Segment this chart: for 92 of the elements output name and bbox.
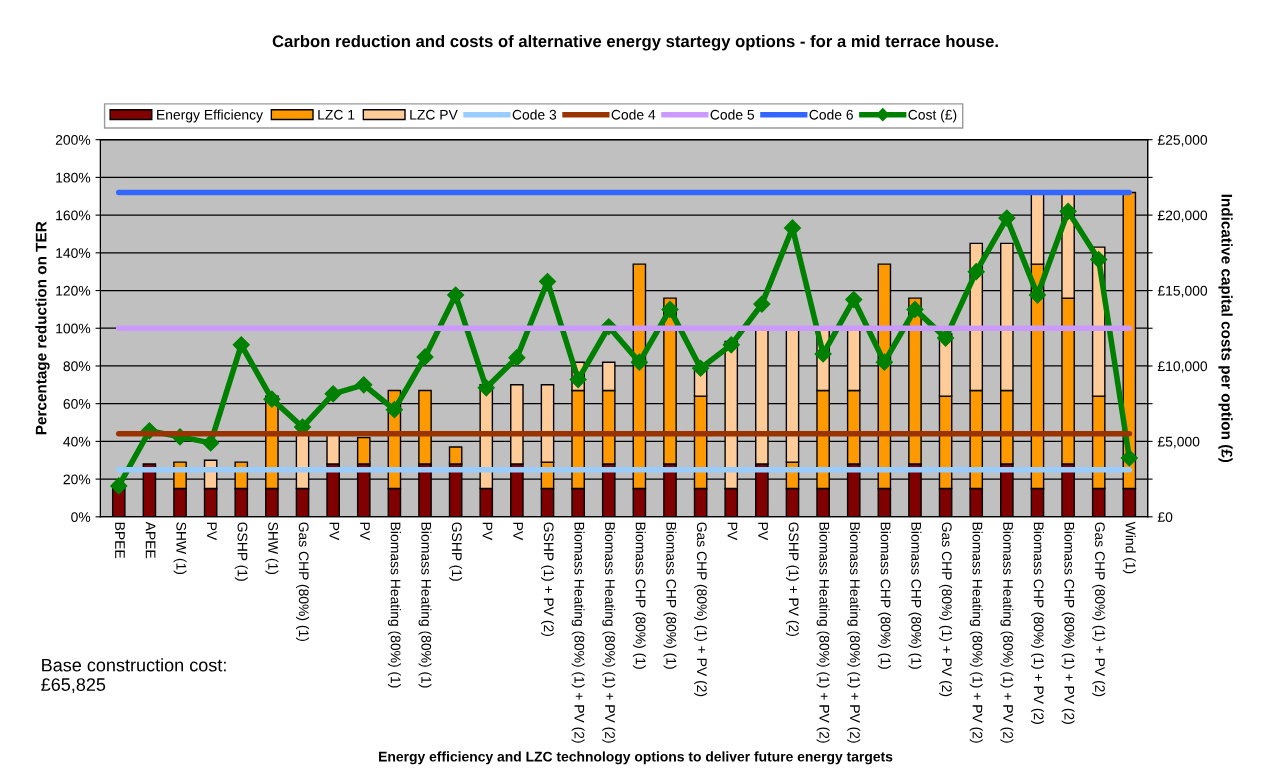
y-tick-label: 60% [63,399,91,409]
x-tick-label: Biomass Heating (80%) (1) + PV (2) [816,522,830,743]
x-tick-label: SHW (1) [173,522,187,575]
point [630,353,648,371]
x-tick-label: SHW (1) [265,522,279,575]
x-tick-label: Biomass Heating (80%) (1) + PV (2) [1000,522,1014,743]
point [692,359,710,377]
x-axis-title: Energy efficiency and LZC technology options to deliver future energy targets [379,751,893,765]
x-tick-label: Biomass Heating (80%) (1) + PV (2) [969,522,983,743]
point [967,263,985,281]
y-tick-label: 200% [55,135,91,145]
legend-label: Code 3 [512,109,557,120]
point [1059,202,1077,220]
point [661,300,679,318]
point [477,379,495,397]
x-tick-label: BPEE [115,522,125,559]
point [1090,251,1108,269]
y2-tick-label: £25,000 [1157,135,1208,147]
point [232,336,250,354]
point [385,401,403,419]
y-tick-label: 0% [71,512,91,522]
legend-label: Cost (£) [908,109,957,123]
y2-tick-label: £0 [1157,512,1173,522]
y-tick-label: 40% [63,436,91,447]
x-tick-label: Gas CHP (80%) (1) + PV (2) [694,522,708,697]
x-tick-label: GSHP (1) [449,522,463,581]
y-tick-label: 80% [63,361,91,372]
x-tick-label: PV [513,522,523,541]
x-tick-label: Biomass Heating (80%) (1) [387,522,401,688]
legend-label: Energy Efficiency [157,109,263,123]
point [202,434,220,452]
point [845,291,863,309]
point [998,209,1016,227]
legend-label: Code 4 [611,109,656,120]
point [416,348,434,366]
point [110,477,128,495]
point [753,295,771,313]
x-tick-label: PV [329,522,340,541]
x-tick-label: PV [727,522,738,541]
point [937,329,955,347]
point [569,370,587,389]
legend-label: Code 5 [710,109,755,120]
x-tick-label: Gas CHP (80%) (1) [296,522,309,641]
x-tick-label: Biomass Heating (80%) (1) + PV (2) [602,522,616,743]
y-tick-label: 120% [56,285,91,296]
point [355,376,373,394]
legend-label: LZC PV [410,109,458,120]
x-tick-label: Gas CHP (80%) (1) + PV (2) [939,522,953,697]
legend-label: LZC 1 [318,109,355,120]
point [1120,449,1138,467]
x-tick-label: APEE [145,521,156,559]
x-tick-label: Biomass Heating (80%) (1) [418,522,432,688]
point [722,336,740,354]
x-tick-label: GSHP (1) + PV (2) [786,522,799,636]
point [508,349,526,367]
y2-axis-title: Indicative capital costs per option (£) [1218,194,1233,463]
x-tick-label: GSHP (1) [234,522,248,581]
y2-tick-label: £10,000 [1157,361,1208,373]
y-tick-label: 100% [56,323,91,334]
x-tick-label: Wind (1) [1122,521,1136,574]
y-tick-label: 20% [63,474,91,485]
point [875,353,893,371]
x-tick-label: PV [758,522,768,541]
x-tick-label: PV [360,522,370,541]
x-tick-label: GSHP (1) + PV (2) [541,522,554,636]
x-tick-label: Biomass Heating (80%) (1) + PV (2) [571,522,585,743]
x-tick-label: Biomass CHP (80%) (1) + PV (2) [1061,522,1075,724]
point [814,345,832,363]
x-tick-label: Biomass Heating (80%) (1) + PV (2) [847,522,861,743]
x-tick-label: Biomass CHP (80%) (1) [632,522,646,669]
text: Base construction cost: £65,825 [41,658,226,694]
x-tick-label: PV [207,522,217,541]
point [906,300,924,318]
y-tick-label: 180% [56,172,91,183]
x-tick-label: Biomass CHP (80%) (1) [663,522,677,669]
legend-label: Code 6 [809,109,853,120]
x-tick-label: Biomass CHP (80%) (1) + PV (2) [1031,522,1044,724]
x-tick-label: Gas CHP (80%) (1) + PV (2) [1092,522,1106,697]
y-tick-label: 140% [56,248,91,258]
y-tick-label: 160% [56,210,91,221]
chart-title: Carbon reduction and costs of alternative energy startegy options - for a mid terrace house. [272,34,998,51]
point [1028,286,1047,304]
x-tick-label: Biomass CHP (80%) (1) [877,522,891,669]
y-axis-title: Percentage reduction on TER [35,221,50,435]
point [447,286,465,304]
y2-tick-label: £20,000 [1157,210,1208,222]
x-tick-label: Biomass CHP (80%) (1) [908,522,922,669]
point [324,385,342,403]
y2-tick-label: £5,000 [1157,436,1200,449]
y2-tick-label: £15,000 [1157,285,1208,298]
point [263,390,281,408]
x-tick-label: PV [482,522,493,541]
